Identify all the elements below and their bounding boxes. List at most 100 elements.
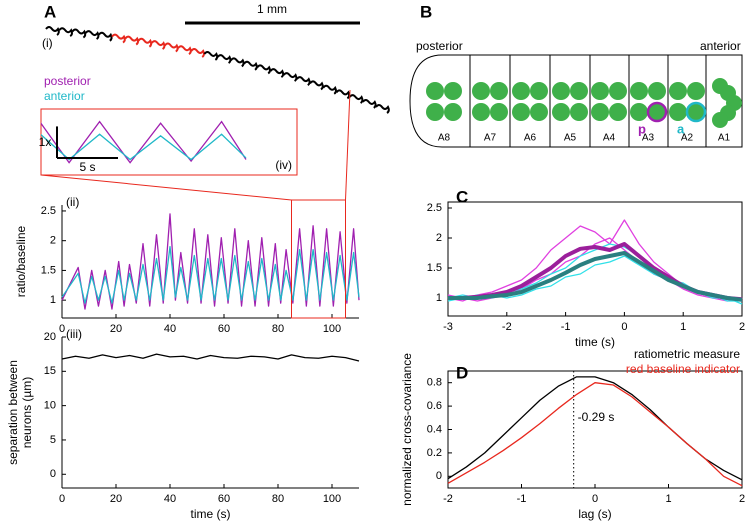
series-line bbox=[447, 382, 743, 487]
neuron bbox=[472, 82, 490, 100]
larva-track bbox=[282, 72, 298, 82]
x-tick-label: 100 bbox=[323, 493, 341, 505]
x-tick-label: 20 bbox=[110, 493, 122, 505]
y-axis-label: separation between bbox=[6, 360, 20, 465]
legend-entry: anterior bbox=[44, 89, 85, 103]
neuron bbox=[530, 103, 548, 121]
neuron bbox=[669, 103, 687, 121]
y-tick-label: 10 bbox=[44, 400, 56, 412]
x-tick-label: 2 bbox=[739, 321, 745, 333]
neuron bbox=[530, 82, 548, 100]
neuron bbox=[609, 103, 627, 121]
y-tick-label: 15 bbox=[44, 365, 56, 377]
x-tick-label: 20 bbox=[110, 323, 122, 335]
body-outline bbox=[409, 54, 743, 148]
neuron bbox=[685, 101, 707, 123]
neuron bbox=[648, 82, 666, 100]
panel-sublabel: (ii) bbox=[66, 195, 79, 209]
inset-line bbox=[41, 120, 247, 164]
scale-bar-label: 5 s bbox=[79, 160, 95, 174]
diagram-label: anterior bbox=[700, 39, 741, 53]
larva-track bbox=[243, 60, 258, 71]
neuron bbox=[669, 82, 687, 100]
inset-label: (iv) bbox=[275, 158, 292, 172]
x-tick-label: -2 bbox=[443, 493, 453, 505]
larva-track bbox=[98, 31, 113, 42]
diagram-label: posterior bbox=[416, 39, 463, 53]
y-tick-label: 0.8 bbox=[427, 377, 442, 389]
neuron bbox=[591, 82, 609, 100]
y-tick-label: 0.2 bbox=[427, 447, 442, 459]
axes-box bbox=[447, 201, 743, 317]
y-tick-label: 2 bbox=[50, 235, 56, 247]
y-tick-label: 0 bbox=[50, 468, 56, 480]
x-tick-label: 80 bbox=[272, 493, 284, 505]
legend-entry: red baseline indicator bbox=[626, 362, 740, 376]
x-tick-label: 60 bbox=[218, 493, 230, 505]
y-tick-label: 5 bbox=[50, 434, 56, 446]
neuron bbox=[570, 103, 588, 121]
neuron bbox=[630, 82, 648, 100]
y-tick-label: 0 bbox=[436, 470, 442, 482]
y-tick-label: 2 bbox=[436, 232, 442, 244]
larva-track bbox=[45, 26, 60, 36]
neuron bbox=[646, 101, 668, 123]
y-tick-label: 1 bbox=[436, 292, 442, 304]
x-tick-label: -2 bbox=[502, 321, 512, 333]
neuron bbox=[591, 103, 609, 121]
neuron bbox=[630, 103, 648, 121]
neuron bbox=[512, 103, 530, 121]
x-tick-label: -1 bbox=[561, 321, 571, 333]
y-tick-label: 20 bbox=[44, 331, 56, 343]
larva-track bbox=[230, 57, 245, 68]
larva-track bbox=[309, 80, 324, 91]
neuron bbox=[712, 112, 728, 128]
x-tick-label: -3 bbox=[443, 321, 453, 333]
zoom-connector bbox=[40, 174, 292, 201]
panel-sublabel: (iii) bbox=[66, 327, 82, 341]
x-tick-label: 0 bbox=[621, 321, 627, 333]
larva-track bbox=[71, 28, 87, 39]
x-tick-label: 1 bbox=[680, 321, 686, 333]
y-axis-label: normalized cross-covariance bbox=[400, 353, 414, 506]
scale-bar-label: 1x bbox=[39, 135, 52, 149]
axes-box bbox=[447, 370, 743, 489]
larva-track bbox=[296, 76, 311, 86]
x-tick-label: 0 bbox=[59, 323, 65, 335]
y-tick-label: 2.5 bbox=[427, 202, 442, 214]
series-line bbox=[61, 213, 360, 310]
larva-track bbox=[124, 35, 139, 46]
series-line bbox=[447, 376, 743, 481]
x-tick-label: 40 bbox=[164, 323, 176, 335]
larva-track bbox=[335, 89, 351, 100]
segment-label: A8 bbox=[438, 133, 451, 144]
y-tick-label: 1.5 bbox=[41, 264, 56, 276]
y-tick-label: 0.4 bbox=[427, 423, 442, 435]
x-tick-label: -1 bbox=[517, 493, 527, 505]
neuron bbox=[490, 103, 508, 121]
neuron bbox=[490, 82, 508, 100]
larva-track bbox=[362, 98, 377, 109]
segment-label: A5 bbox=[564, 133, 577, 144]
larva-track bbox=[375, 104, 390, 114]
panel-letter: C bbox=[456, 187, 468, 206]
larva-track bbox=[256, 64, 271, 75]
zoom-connector bbox=[345, 89, 351, 201]
larva-track bbox=[177, 45, 192, 56]
panel-letter: D bbox=[456, 363, 468, 382]
larva-track bbox=[216, 54, 232, 64]
x-axis-label: time (s) bbox=[575, 335, 615, 349]
x-tick-label: 40 bbox=[164, 493, 176, 505]
larva-diagram: A8 A7 A6 A5 A4 A3 A2 A1 p a posterior anterior bbox=[409, 39, 743, 148]
segment-label: A4 bbox=[603, 133, 616, 144]
x-tick-label: 80 bbox=[272, 323, 284, 335]
trail-label: (i) bbox=[42, 36, 53, 50]
marker-label: p bbox=[638, 121, 646, 136]
x-tick-label: 1 bbox=[665, 493, 671, 505]
larva-track bbox=[348, 94, 364, 104]
inset-line bbox=[41, 133, 247, 161]
neuron bbox=[552, 82, 570, 100]
larva-track bbox=[137, 37, 153, 48]
